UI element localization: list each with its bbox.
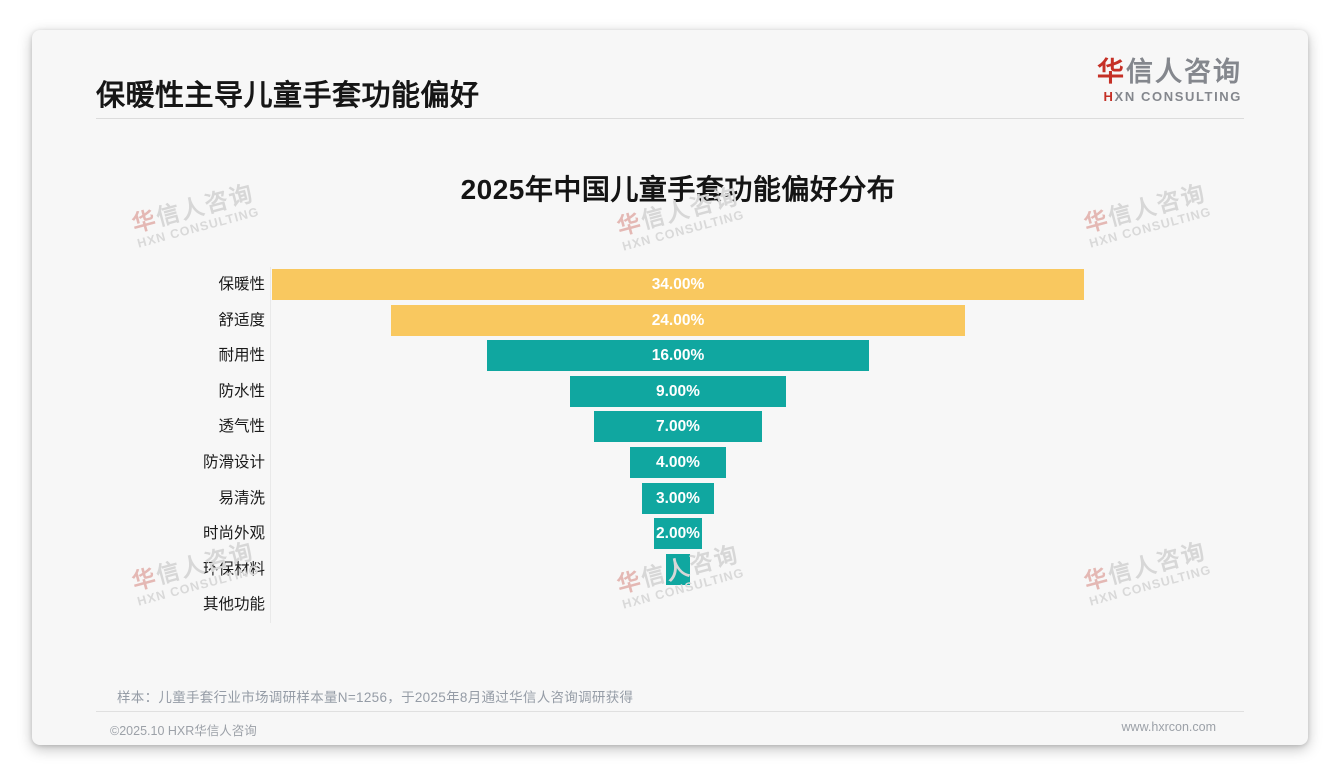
logo-en-text: HXN CONSULTING xyxy=(1097,88,1242,104)
chart-axis-line xyxy=(270,267,271,623)
bar-value-label: 3.00% xyxy=(656,489,700,507)
funnel-row: 易清洗 3.00% xyxy=(32,482,1308,514)
company-logo: 华信人咨询 HXN CONSULTING xyxy=(1097,57,1242,104)
funnel-bar: 2.00% xyxy=(654,518,702,550)
category-label: 防水性 xyxy=(218,382,265,400)
funnel-row: 保暖性 34.00% xyxy=(32,269,1308,300)
category-label: 其他功能 xyxy=(202,596,265,614)
bar-value-label: 24.00% xyxy=(651,311,705,329)
funnel-row: 防水性 9.00% xyxy=(32,375,1308,407)
footer-divider xyxy=(96,711,1244,712)
funnel-row: 舒适度 24.00% xyxy=(32,304,1308,336)
copyright-text: ©2025.10 HXR华信人咨询 xyxy=(110,724,257,738)
funnel-row: 防滑设计 4.00% xyxy=(32,447,1308,478)
bar-value-label: 7.00% xyxy=(656,418,700,436)
report-card: 保暖性主导儿童手套功能偏好 华信人咨询 HXN CONSULTING 2025年… xyxy=(32,30,1308,745)
bar-value-label: 2.00% xyxy=(656,525,700,543)
watermark-cn-accent: 华 xyxy=(1081,205,1113,237)
funnel-bar xyxy=(666,553,690,585)
logo-cn-accent: 华 xyxy=(1097,57,1126,87)
category-label: 舒适度 xyxy=(218,311,265,329)
bar-value-label: 16.00% xyxy=(651,347,705,365)
category-label: 时尚外观 xyxy=(202,525,265,543)
category-label: 透气性 xyxy=(218,418,265,436)
logo-en-rest: XN CONSULTING xyxy=(1114,88,1242,104)
funnel-row: 耐用性 16.00% xyxy=(32,340,1308,372)
funnel-bar: 24.00% xyxy=(391,304,965,336)
funnel-bar: 16.00% xyxy=(486,340,870,372)
category-label: 防滑设计 xyxy=(202,454,265,471)
sample-note: 样本：儿童手套行业市场调研样本量N=1256，于2025年8月通过华信人咨询调研… xyxy=(117,690,634,705)
watermark-cn-accent: 华 xyxy=(614,208,646,240)
watermark-cn-accent: 华 xyxy=(129,205,161,237)
header-divider xyxy=(96,118,1244,119)
funnel-bar: 34.00% xyxy=(271,269,1085,300)
funnel-bar: 9.00% xyxy=(570,375,786,407)
watermark-en-text: HXN CONSULTING xyxy=(620,207,746,255)
chart-title: 2025年中国儿童手套功能偏好分布 xyxy=(460,174,896,205)
category-label: 环保材料 xyxy=(202,560,265,578)
category-label: 保暖性 xyxy=(218,276,265,293)
funnel-row: 透气性 7.00% xyxy=(32,411,1308,443)
category-label: 耐用性 xyxy=(218,347,265,365)
funnel-row: 其他功能 xyxy=(32,589,1308,620)
logo-cn-text: 华信人咨询 xyxy=(1097,57,1242,88)
bar-value-label: 9.00% xyxy=(656,382,700,400)
funnel-bar: 3.00% xyxy=(642,482,714,514)
logo-en-accent: H xyxy=(1103,88,1115,104)
bar-value-label: 4.00% xyxy=(656,454,700,471)
funnel-bar: 7.00% xyxy=(594,411,762,443)
funnel-row: 环保材料 xyxy=(32,553,1308,585)
logo-cn-rest: 信人咨询 xyxy=(1126,57,1242,87)
category-label: 易清洗 xyxy=(218,489,265,507)
page-title: 保暖性主导儿童手套功能偏好 xyxy=(96,80,480,112)
bar-value-label: 34.00% xyxy=(651,276,705,293)
funnel-bar: 4.00% xyxy=(630,447,726,478)
website-text: www.hxrcon.com xyxy=(1121,720,1216,734)
funnel-row: 时尚外观 2.00% xyxy=(32,518,1308,550)
